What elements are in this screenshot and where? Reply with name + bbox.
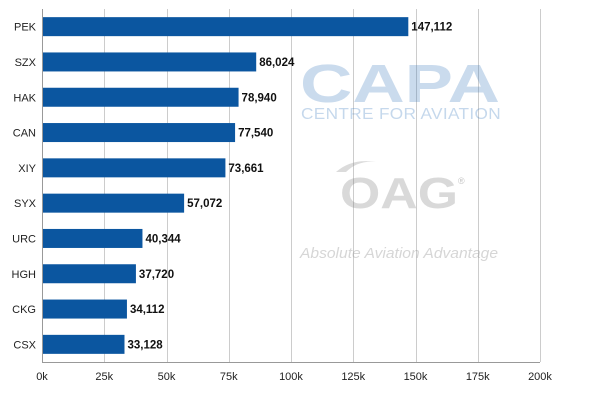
- x-tick-label: 0k: [36, 371, 48, 383]
- bar-csx: [43, 334, 125, 354]
- value-labels: 147,112 86,024 78,940 77,540 73,661 57,072 40,…: [127, 22, 452, 352]
- bar-xiy: [43, 158, 226, 178]
- bars: [43, 17, 409, 354]
- category-label: SZX: [15, 57, 37, 69]
- category-label: HAK: [13, 92, 36, 104]
- bar-szx: [43, 52, 257, 72]
- data-label: 33,128: [127, 339, 163, 351]
- data-label: 34,112: [130, 304, 165, 316]
- bar-urc: [43, 228, 143, 248]
- x-tick-label: 200k: [528, 371, 552, 383]
- data-label: 78,940: [242, 92, 277, 104]
- category-label: HGH: [12, 269, 37, 281]
- oag-tagline: Absolute Aviation Advantage: [299, 245, 498, 262]
- bar-hgh: [43, 264, 136, 284]
- category-labels: PEK SZX HAK CAN XIY SYX URC HGH CKG CSX: [12, 22, 37, 352]
- data-label: 147,112: [411, 22, 452, 34]
- capa-logo-subtitle: CENTRE FOR AVIATION: [301, 106, 501, 123]
- watermark: CAPA CENTRE FOR AVIATION OAG ® Absolute …: [299, 54, 501, 262]
- x-tick-label: 25k: [95, 371, 113, 383]
- x-axis-ticks: 0k 25k 50k 75k 100k 125k 150k 175k 200k: [36, 371, 552, 383]
- bar-pek: [43, 17, 409, 37]
- oag-logo-text: OAG: [340, 169, 458, 218]
- category-label: CAN: [13, 128, 36, 140]
- bar-syx: [43, 193, 185, 213]
- data-label: 37,720: [139, 269, 174, 281]
- x-tick-label: 75k: [220, 371, 238, 383]
- bar-can: [43, 123, 236, 143]
- bar-ckg: [43, 299, 127, 319]
- category-label: URC: [12, 233, 36, 245]
- category-label: CKG: [12, 304, 36, 316]
- oag-swoosh-icon: [336, 161, 376, 172]
- x-tick-label: 50k: [158, 371, 176, 383]
- category-label: PEK: [14, 22, 37, 34]
- bar-hak: [43, 87, 239, 107]
- data-label: 73,661: [228, 163, 264, 175]
- category-label: CSX: [13, 339, 36, 351]
- capa-logo-text: CAPA: [300, 54, 500, 114]
- data-label: 40,344: [145, 233, 181, 245]
- registered-mark: ®: [458, 176, 465, 186]
- x-tick-label: 150k: [404, 371, 428, 383]
- x-tick-label: 100k: [279, 371, 303, 383]
- category-label: XIY: [18, 163, 36, 175]
- x-tick-label: 175k: [466, 371, 490, 383]
- x-tick-label: 125k: [341, 371, 365, 383]
- data-label: 77,540: [238, 128, 273, 140]
- data-label: 57,072: [187, 198, 222, 210]
- data-label: 86,024: [259, 57, 295, 69]
- category-label: SYX: [14, 198, 37, 210]
